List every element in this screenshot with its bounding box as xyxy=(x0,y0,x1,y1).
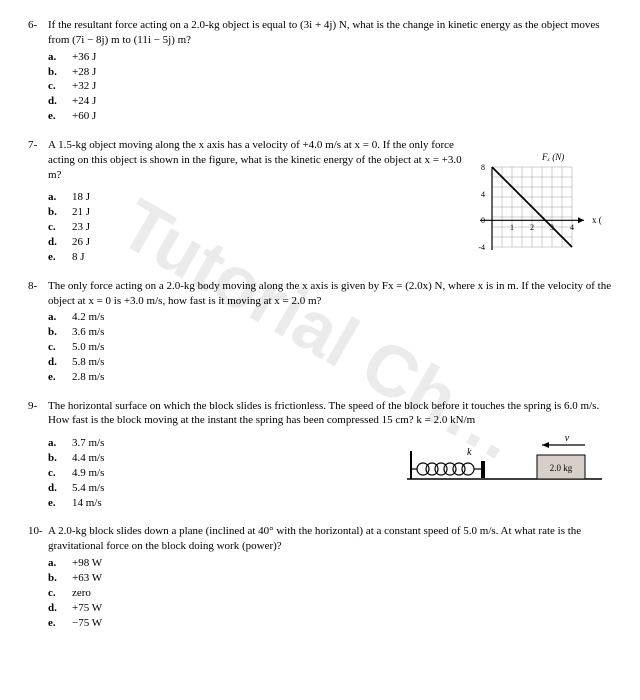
option: e.−75 W xyxy=(48,616,612,631)
block-label: 2.0 kg xyxy=(550,463,573,473)
option: b.3.6 m/s xyxy=(48,325,612,340)
option: d.+24 J xyxy=(48,94,612,109)
svg-text:1: 1 xyxy=(510,223,514,232)
page-content: 6- If the resultant force acting on a 2.… xyxy=(28,18,612,630)
option: c.zero xyxy=(48,586,612,601)
option: e.14 m/s xyxy=(48,496,612,511)
option: a.+36 J xyxy=(48,50,612,65)
options-list: a.+36 J b.+28 J c.+32 J d.+24 J e.+60 J xyxy=(48,50,612,124)
question-8: 8- The only force acting on a 2.0-kg bod… xyxy=(28,279,612,385)
question-7: 7- A 1.5-kg object moving along the x ax… xyxy=(28,138,612,265)
y-axis-label: Fₓ (N) xyxy=(541,152,564,162)
question-body: If the resultant force acting on a 2.0-k… xyxy=(48,18,612,48)
question-10: 10- A 2.0-kg block slides down a plane (… xyxy=(28,524,612,630)
svg-text:-4: -4 xyxy=(478,243,485,252)
option: b.+63 W xyxy=(48,571,612,586)
option: e.2.8 m/s xyxy=(48,370,612,385)
question-number: 6- xyxy=(28,18,48,48)
spring-label: k xyxy=(467,447,472,458)
svg-text:0: 0 xyxy=(481,216,485,225)
option: e.+60 J xyxy=(48,109,612,124)
svg-text:4: 4 xyxy=(481,190,485,199)
option: d.5.8 m/s xyxy=(48,355,612,370)
q7-figure: Fₓ (N) 8 4 0 -4 1 2 3 4 x xyxy=(452,152,602,262)
question-number: 10- xyxy=(28,524,48,554)
question-9: 9- The horizontal surface on which the b… xyxy=(28,399,612,511)
option: a.4.2 m/s xyxy=(48,310,612,325)
x-axis-label: x (m) xyxy=(592,215,602,225)
option: c.+32 J xyxy=(48,79,612,94)
option: d.+75 W xyxy=(48,601,612,616)
options-list: a.+98 W b.+63 W c.zero d.+75 W e.−75 W xyxy=(48,556,612,630)
options-list: a.4.2 m/s b.3.6 m/s c.5.0 m/s d.5.8 m/s … xyxy=(48,310,612,384)
question-body: A 2.0-kg block slides down a plane (incl… xyxy=(48,524,612,554)
svg-text:2: 2 xyxy=(530,223,534,232)
option: a.+98 W xyxy=(48,556,612,571)
question-body: The only force acting on a 2.0-kg body m… xyxy=(48,279,612,309)
question-6: 6- If the resultant force acting on a 2.… xyxy=(28,18,612,124)
svg-text:8: 8 xyxy=(481,163,485,172)
arrow-label: v xyxy=(565,433,570,444)
question-number: 8- xyxy=(28,279,48,309)
option: c.5.0 m/s xyxy=(48,340,612,355)
question-number: 7- xyxy=(28,138,48,183)
question-number: 9- xyxy=(28,399,48,429)
svg-text:4: 4 xyxy=(570,223,574,232)
option: b.+28 J xyxy=(48,65,612,80)
question-body: The horizontal surface on which the bloc… xyxy=(48,399,612,429)
q9-figure: k 2.0 kg v xyxy=(407,433,602,493)
